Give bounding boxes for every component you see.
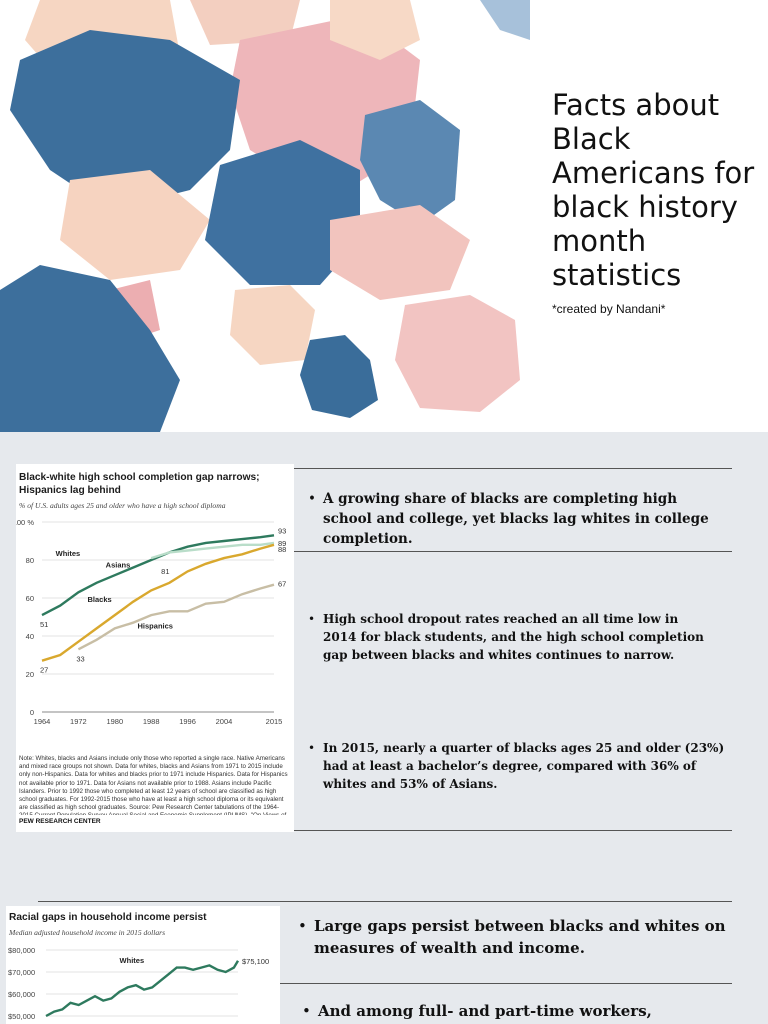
series-line-hispanics bbox=[77, 583, 275, 651]
divider-line bbox=[294, 468, 732, 469]
chart-card-completion: Black-white high school completion gap n… bbox=[16, 464, 294, 832]
bullet-dot: • bbox=[308, 491, 316, 507]
y-tick-label: 40 bbox=[26, 632, 34, 641]
series-name-label: Hispanics bbox=[138, 621, 173, 630]
data-label: 51 bbox=[40, 620, 48, 629]
divider-line bbox=[38, 901, 732, 902]
data-label: 33 bbox=[76, 654, 84, 663]
painted-blobs-art bbox=[0, 0, 530, 432]
facts-slide: Black-white high school completion gap n… bbox=[0, 432, 768, 1024]
divider-line bbox=[294, 551, 732, 552]
data-label: 81 bbox=[161, 567, 169, 576]
source-label: PEW RESEARCH CENTER bbox=[19, 818, 101, 825]
fact-bullet: • Large gaps persist between blacks and … bbox=[298, 915, 738, 959]
blue-blob bbox=[360, 100, 460, 225]
x-tick-label: 2015 bbox=[266, 717, 283, 726]
data-label: 88 bbox=[278, 545, 286, 554]
fact-text: Large gaps persist between blacks and wh… bbox=[314, 917, 726, 957]
y-tick-label: 0 bbox=[30, 708, 34, 717]
x-tick-label: 2004 bbox=[216, 717, 233, 726]
fact-text: High school dropout rates reached an all… bbox=[323, 612, 704, 662]
page-title: Facts about Black Americans for black hi… bbox=[552, 88, 755, 292]
chart-title-line1: Black-white high school completion gap n… bbox=[19, 472, 260, 483]
fact-text: In 2015, nearly a quarter of blacks ages… bbox=[323, 741, 725, 791]
fact-text: And among full- and part-time workers, bbox=[318, 1002, 652, 1020]
x-tick-label: 1972 bbox=[70, 717, 87, 726]
blue-blob bbox=[0, 265, 180, 432]
data-label: $75,100 bbox=[242, 957, 269, 966]
fact-bullet: • High school dropout rates reached an a… bbox=[308, 610, 708, 664]
peach-blob bbox=[230, 285, 315, 365]
chart2-title: Racial gaps in household income persist bbox=[9, 912, 207, 923]
pink-blob bbox=[330, 205, 470, 300]
series-line-asians bbox=[150, 541, 275, 560]
income-line-chart: $50,000 $60,000 $70,000 $80,000 $75,100 White… bbox=[8, 946, 269, 1021]
data-label: 93 bbox=[278, 526, 286, 535]
y-tick-label: $70,000 bbox=[8, 968, 35, 977]
blue-blob bbox=[10, 30, 240, 210]
pink-blob bbox=[395, 295, 520, 412]
blue-blob bbox=[480, 0, 530, 40]
y-tick-label: 100 % bbox=[16, 518, 34, 527]
x-tick-label: 1988 bbox=[143, 717, 160, 726]
divider-line bbox=[280, 983, 732, 984]
data-label: 89 bbox=[278, 539, 286, 548]
divider-line bbox=[294, 830, 732, 831]
fact-bullet: • A growing share of blacks are completi… bbox=[308, 489, 718, 549]
series-line-blacks bbox=[41, 543, 275, 662]
x-tick-label: 1964 bbox=[34, 717, 51, 726]
blue-blob bbox=[300, 335, 378, 418]
y-tick-label: $80,000 bbox=[8, 946, 35, 955]
bullet-dot: • bbox=[308, 612, 316, 626]
data-label: 27 bbox=[40, 666, 48, 675]
y-tick-label: 80 bbox=[26, 556, 34, 565]
series-name-label: Whites bbox=[56, 549, 81, 558]
series-name-label: Whites bbox=[120, 956, 145, 965]
data-label: 67 bbox=[278, 580, 286, 589]
series-line-whites bbox=[45, 960, 240, 1018]
y-tick-label: $50,000 bbox=[8, 1012, 35, 1021]
chart-subtitle: % of U.S. adults ages 25 and older who h… bbox=[19, 501, 226, 510]
bullet-dot: • bbox=[302, 1002, 311, 1020]
blue-blob bbox=[205, 140, 360, 285]
fact-bullet: • In 2015, nearly a quarter of blacks ag… bbox=[308, 739, 728, 793]
cover-slide: Facts about Black Americans for black hi… bbox=[0, 0, 768, 432]
peach-blob bbox=[60, 170, 210, 280]
fact-bullet: • And among full- and part-time workers, bbox=[302, 1000, 742, 1022]
chart-card-income: Racial gaps in household income persist … bbox=[6, 906, 280, 1024]
fact-text: A growing share of blacks are completing… bbox=[323, 491, 709, 547]
bullet-dot: • bbox=[308, 741, 316, 755]
x-tick-label: 1980 bbox=[106, 717, 123, 726]
peach-blob bbox=[330, 0, 420, 60]
series-name-label: Blacks bbox=[87, 595, 111, 604]
credit-text: *created by Nandani* bbox=[552, 302, 666, 316]
y-tick-label: 20 bbox=[26, 670, 34, 679]
series-line-whites bbox=[41, 534, 275, 617]
x-tick-label: 1996 bbox=[179, 717, 196, 726]
chart-note: Note: Whites, blacks and Asians include … bbox=[19, 755, 288, 815]
chart-title-line2: Hispanics lag behind bbox=[19, 485, 121, 496]
y-tick-label: 60 bbox=[26, 594, 34, 603]
bullet-dot: • bbox=[298, 917, 307, 935]
chart2-subtitle: Median adjusted household income in 2015… bbox=[9, 928, 166, 937]
y-tick-label: $60,000 bbox=[8, 990, 35, 999]
completion-line-chart: 0 20 40 60 80 100 % 1964 1972 1980 1988 1996 2004 20… bbox=[16, 518, 286, 726]
series-name-label: Asians bbox=[106, 561, 131, 570]
